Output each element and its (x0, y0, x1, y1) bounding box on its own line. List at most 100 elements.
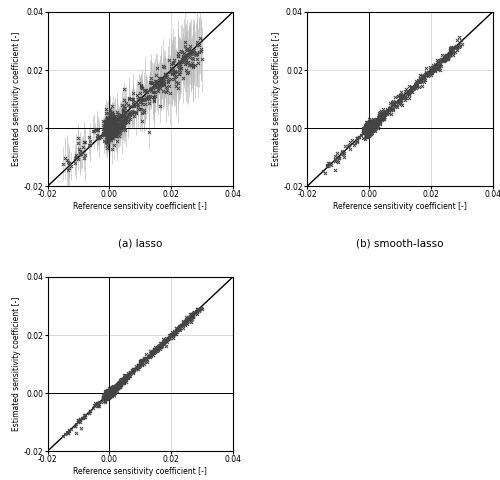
Point (157, 81, 165, 88)
Point (114, 381, 122, 388)
Point (116, 120, 124, 127)
Point (128, 98, 136, 106)
Point (370, 119, 378, 126)
Point (129, 368, 137, 376)
Point (172, 68, 179, 76)
Point (177, 321, 185, 328)
Point (102, 138, 110, 146)
Point (80, 154, 88, 162)
Point (128, 366, 136, 374)
Point (101, 393, 109, 401)
Point (190, 62, 198, 70)
Point (141, 86, 149, 94)
Point (134, 365, 142, 373)
Point (150, 345, 158, 352)
Point (176, 64, 184, 72)
Point (149, 351, 157, 359)
Point (108, 387, 116, 395)
Point (105, 125, 113, 133)
Point (111, 112, 119, 120)
Point (174, 324, 182, 332)
Point (107, 123, 115, 131)
Point (168, 69, 176, 77)
Point (363, 125, 371, 132)
Point (109, 390, 117, 398)
Point (172, 330, 180, 337)
Point (113, 137, 121, 145)
Point (106, 119, 114, 126)
Point (160, 82, 168, 89)
Point (150, 347, 158, 355)
Point (161, 70, 169, 78)
Point (192, 51, 200, 59)
Point (136, 80, 143, 87)
Point (359, 130, 367, 137)
Point (110, 113, 118, 120)
Point (142, 94, 150, 101)
Point (179, 324, 187, 332)
Point (370, 119, 378, 127)
Point (116, 120, 124, 127)
Point (150, 81, 158, 88)
Point (106, 391, 114, 399)
Point (102, 124, 110, 132)
Point (111, 126, 119, 133)
Point (143, 96, 151, 103)
Point (100, 131, 108, 138)
Point (422, 70, 430, 77)
Point (178, 52, 186, 60)
Point (110, 124, 118, 132)
Point (193, 41, 201, 49)
Point (416, 76, 424, 84)
Point (110, 141, 118, 149)
Point (360, 129, 368, 136)
Point (108, 123, 116, 131)
Point (366, 125, 374, 132)
Point (366, 129, 374, 137)
Point (362, 124, 370, 132)
Point (373, 119, 381, 127)
Point (106, 388, 114, 396)
Point (72, 429, 80, 437)
Point (147, 349, 155, 357)
Point (121, 372, 129, 380)
Point (164, 75, 172, 83)
Point (106, 388, 114, 396)
Point (384, 106, 392, 113)
Point (136, 96, 144, 104)
Point (138, 84, 146, 92)
Point (120, 376, 128, 384)
Point (364, 121, 372, 129)
Point (175, 65, 183, 73)
Point (355, 133, 363, 141)
Point (102, 390, 110, 398)
Point (362, 126, 370, 134)
Point (410, 82, 418, 90)
Point (124, 373, 132, 381)
Point (116, 382, 124, 390)
Point (108, 392, 116, 399)
Point (148, 349, 156, 357)
Point (104, 390, 112, 397)
Point (102, 130, 110, 137)
Point (366, 121, 374, 129)
Point (401, 92, 409, 100)
Point (76, 419, 84, 426)
Point (413, 81, 421, 88)
Point (114, 383, 122, 391)
Point (412, 82, 420, 89)
Point (107, 127, 115, 134)
Point (429, 65, 437, 72)
Point (410, 82, 418, 90)
Point (156, 84, 164, 92)
Point (106, 389, 114, 396)
Point (116, 378, 124, 385)
Point (160, 340, 168, 348)
Point (363, 126, 371, 133)
Point (376, 115, 384, 123)
Point (110, 387, 118, 395)
Point (379, 110, 387, 118)
Point (105, 392, 113, 399)
Point (366, 127, 374, 135)
Point (104, 117, 112, 125)
